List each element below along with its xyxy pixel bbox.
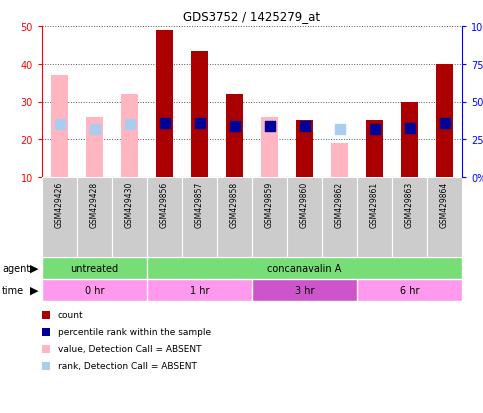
Text: 3 hr: 3 hr xyxy=(295,285,314,295)
Text: GSM429861: GSM429861 xyxy=(370,182,379,228)
Point xyxy=(196,120,203,127)
Text: GSM429856: GSM429856 xyxy=(160,182,169,228)
Bar xyxy=(112,178,147,257)
Text: percentile rank within the sample: percentile rank within the sample xyxy=(58,328,211,337)
Point xyxy=(440,121,448,127)
Text: GSM429857: GSM429857 xyxy=(195,182,204,228)
Text: value, Detection Call = ABSENT: value, Detection Call = ABSENT xyxy=(58,345,201,354)
Text: untreated: untreated xyxy=(71,263,118,273)
Point xyxy=(231,123,239,130)
Text: concanavalin A: concanavalin A xyxy=(267,263,341,273)
Bar xyxy=(191,51,208,178)
Bar xyxy=(42,178,77,257)
Text: GSM429863: GSM429863 xyxy=(405,182,414,228)
Bar xyxy=(86,117,103,178)
Bar xyxy=(331,144,348,178)
Text: GSM429864: GSM429864 xyxy=(440,182,449,228)
Point xyxy=(336,127,343,133)
Text: ▶: ▶ xyxy=(30,263,39,273)
Text: 6 hr: 6 hr xyxy=(400,285,419,295)
Bar xyxy=(147,178,182,257)
Bar xyxy=(357,178,392,257)
Point xyxy=(126,121,133,128)
Point xyxy=(370,126,378,133)
Text: GSM429430: GSM429430 xyxy=(125,182,134,228)
Text: 0 hr: 0 hr xyxy=(85,285,104,295)
Bar xyxy=(261,117,278,178)
Bar xyxy=(226,95,243,178)
Point xyxy=(406,125,413,132)
Bar xyxy=(287,178,322,257)
Bar xyxy=(121,95,138,178)
Text: agent: agent xyxy=(2,263,30,273)
Bar xyxy=(322,178,357,257)
Text: GDS3752 / 1425279_at: GDS3752 / 1425279_at xyxy=(184,10,321,23)
Text: time: time xyxy=(2,285,24,295)
Text: count: count xyxy=(58,311,84,320)
Text: 1 hr: 1 hr xyxy=(190,285,209,295)
Point xyxy=(300,123,308,130)
Point xyxy=(266,123,273,130)
Text: GSM429860: GSM429860 xyxy=(300,182,309,228)
Text: GSM429859: GSM429859 xyxy=(265,182,274,228)
Text: GSM429428: GSM429428 xyxy=(90,182,99,228)
Bar xyxy=(296,121,313,178)
Bar xyxy=(436,64,453,178)
Text: rank, Detection Call = ABSENT: rank, Detection Call = ABSENT xyxy=(58,362,197,370)
Text: ▶: ▶ xyxy=(30,285,39,295)
Text: GSM429426: GSM429426 xyxy=(55,182,64,228)
Bar xyxy=(156,31,173,178)
Bar xyxy=(392,178,427,257)
Text: GSM429862: GSM429862 xyxy=(335,182,344,228)
Bar xyxy=(217,178,252,257)
Bar xyxy=(51,76,68,178)
Bar xyxy=(427,178,462,257)
Bar xyxy=(77,178,112,257)
Bar xyxy=(182,178,217,257)
Text: GSM429858: GSM429858 xyxy=(230,182,239,228)
Bar xyxy=(366,121,383,178)
Bar xyxy=(401,102,418,178)
Bar xyxy=(252,178,287,257)
Point xyxy=(266,123,273,130)
Point xyxy=(56,121,63,128)
Point xyxy=(161,120,169,127)
Point xyxy=(91,126,99,133)
